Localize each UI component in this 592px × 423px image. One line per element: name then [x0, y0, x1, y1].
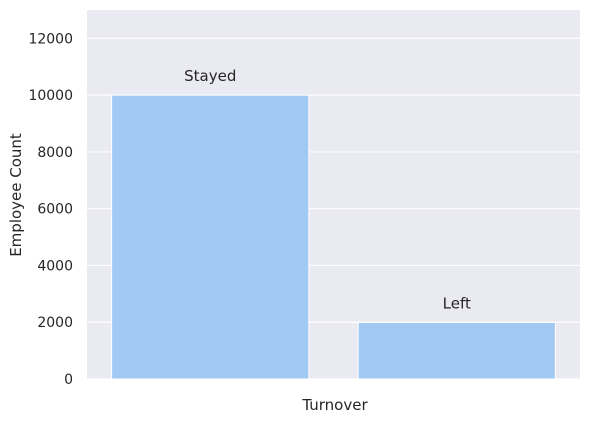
y-axis-label: Employee Count	[7, 133, 25, 257]
bar-label-stayed: Stayed	[184, 67, 236, 85]
y-tick-label: 8000	[37, 145, 73, 161]
bar-label-left: Left	[443, 294, 471, 312]
bars	[111, 94, 556, 380]
y-tick-label: 4000	[37, 258, 73, 274]
y-tick-label: 2000	[37, 315, 73, 331]
y-tick-labels: 0 2000 4000 6000 8000 10000 12000	[28, 31, 73, 388]
bar-labels: Stayed Left	[184, 67, 471, 312]
x-axis-label: Turnover	[301, 396, 368, 414]
y-tick-label: 12000	[28, 31, 73, 47]
bar-left	[357, 321, 556, 380]
y-tick-label: 0	[64, 372, 73, 388]
y-tick-label: 6000	[37, 202, 73, 218]
bar-stayed	[111, 94, 310, 380]
y-tick-label: 10000	[28, 88, 73, 104]
